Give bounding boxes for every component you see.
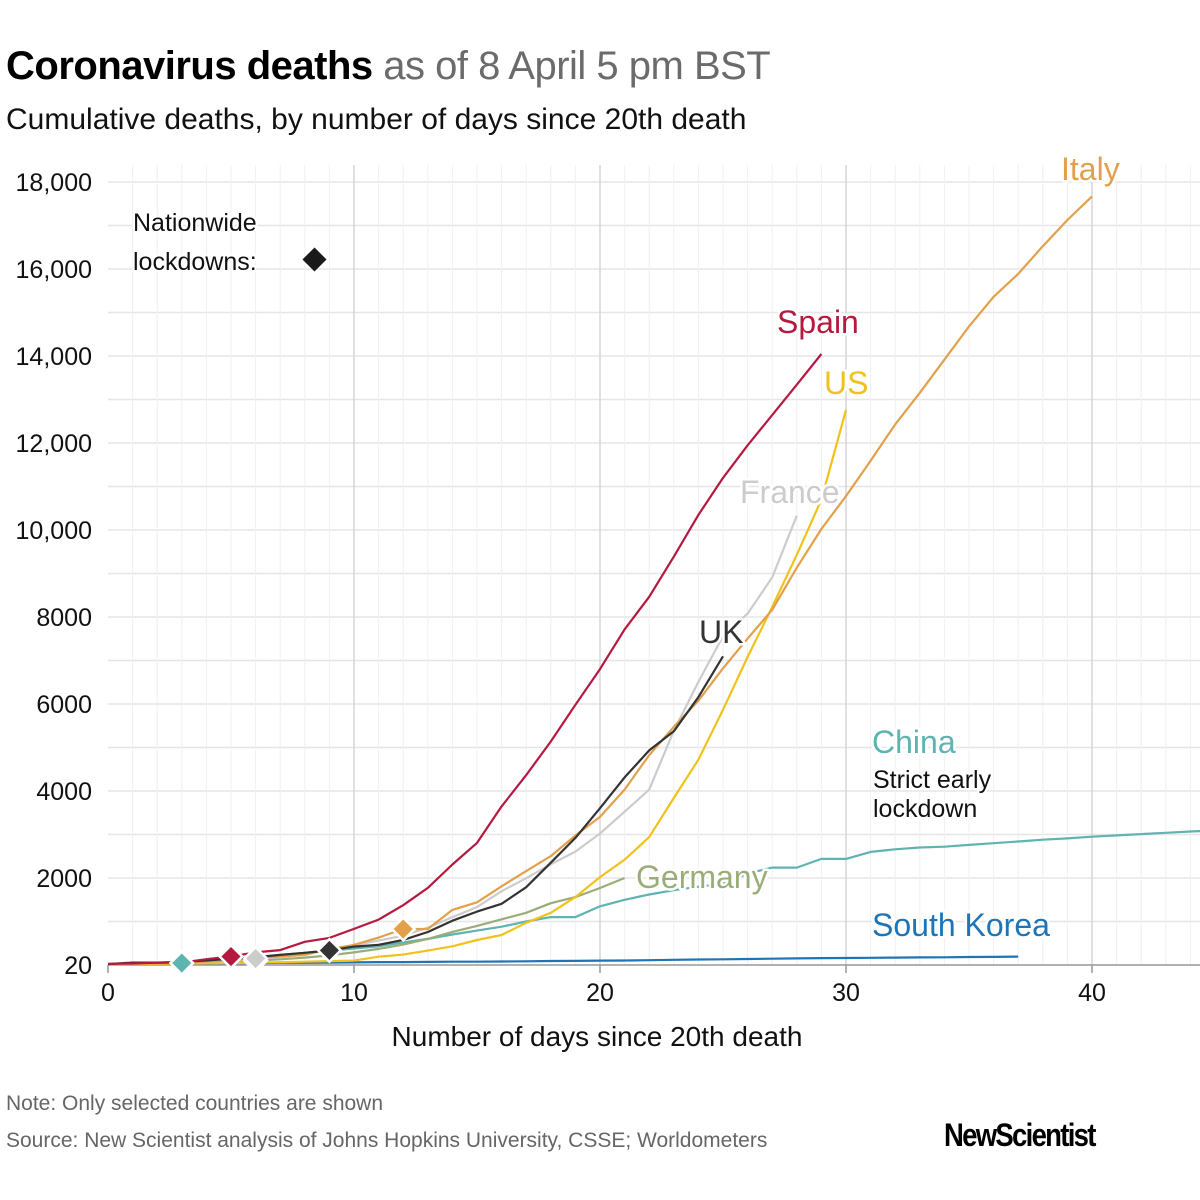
chart-subtitle: Cumulative deaths, by number of days sin… [6,103,747,136]
y-tick-label: 8000 [36,604,92,632]
axes: 20 2000 4000 6000 8000 10,000 12,000 14,000 16,0… [16,169,1200,1007]
note: Note: Only selected countries are shown [6,1092,384,1115]
label-south-korea: South Korea [872,907,1050,943]
y-tick-label: 18,000 [16,169,92,197]
lockdown-markers [168,915,417,977]
china-note-line2: lockdown [873,795,977,823]
x-axis-label: Number of days since 20th death [392,1021,803,1052]
chart-title: Coronavirus deaths as of 8 April 5 pm BS… [6,42,771,90]
title-main: Coronavirus deaths [6,44,373,88]
label-spain: Spain [777,304,859,340]
x-tick-label: 40 [1078,979,1106,1007]
x-tick-label: 30 [832,979,860,1007]
lockdown-marker-spain [217,943,245,970]
legend-line2: lockdowns: [133,248,257,276]
legend-line1: Nationwide [133,209,257,237]
lockdown-marker-italy [390,915,417,943]
x-tick-label: 10 [340,979,368,1007]
gridlines [108,165,1200,965]
y-tick-label: 6000 [36,691,92,719]
label-uk: UK [699,614,743,650]
x-tick-label: 20 [586,979,614,1007]
lockdown-marker-france [242,945,269,972]
label-china: China [872,724,956,760]
label-us: US [824,365,868,401]
lockdown-marker-china [168,949,195,977]
y-tick-label: 16,000 [16,256,92,284]
series-line-italy [107,195,1093,966]
x-tick-label: 0 [101,979,115,1007]
label-italy: Italy [1061,151,1120,187]
series-line-uk [107,655,724,966]
y-tick-label: 4000 [36,778,92,806]
y-tick-label: 10,000 [16,517,92,545]
china-note-line1: Strict early [873,766,992,794]
label-germany: Germany [636,859,768,895]
y-tick-label: 2000 [36,865,92,893]
series-line-china [107,830,1200,966]
series-lines [107,195,1200,966]
y-tick-label: 14,000 [16,343,92,371]
y-tick-label: 12,000 [16,430,92,458]
title-date: as of 8 April 5 pm BST [383,44,771,88]
diamond-icon [302,247,327,272]
lockdown-marker-uk [316,937,343,964]
y-tick-label: 20 [64,952,92,980]
source: Source: New Scientist analysis of Johns … [6,1129,768,1152]
label-france: France [740,474,840,510]
new-scientist-logo: NewScientist [944,1117,1096,1153]
